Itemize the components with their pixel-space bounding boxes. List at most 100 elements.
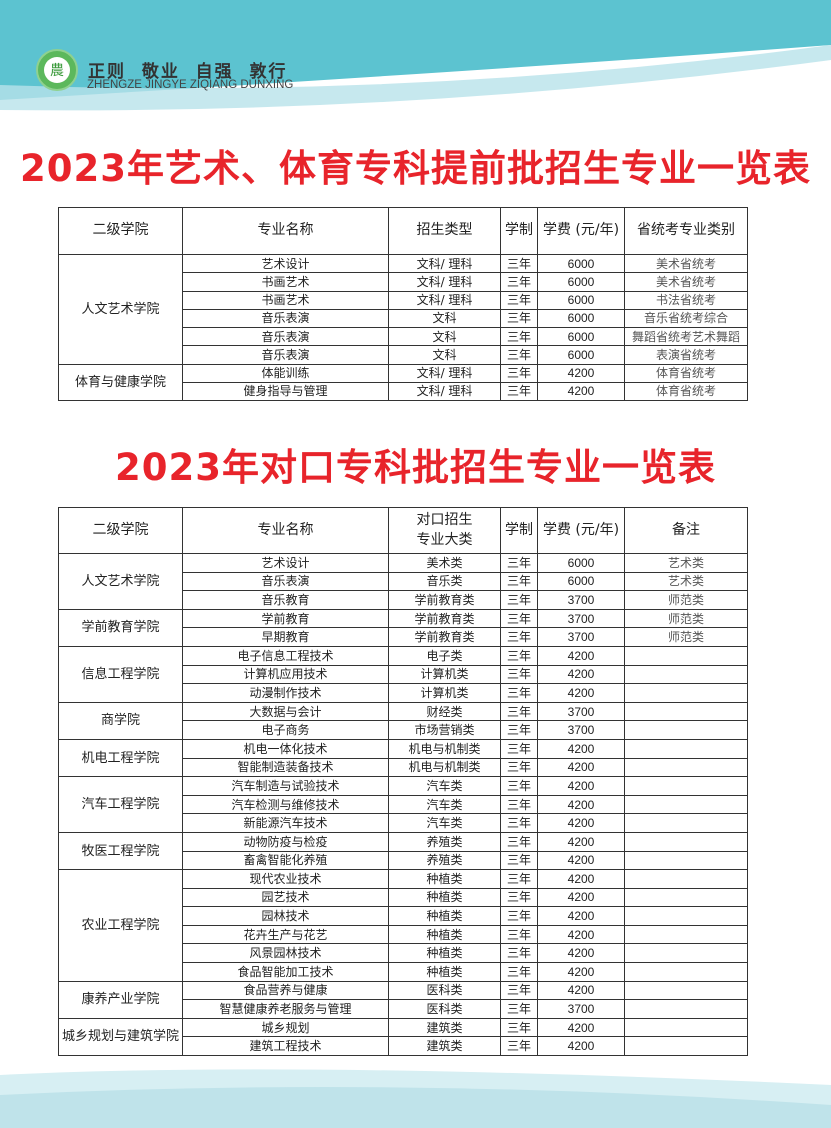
category-cell xyxy=(624,738,748,759)
category-cell xyxy=(624,869,748,889)
column-header: 专业名称 xyxy=(182,207,389,255)
tuition-cell: 6000 xyxy=(537,272,625,292)
major-name-cell: 建筑工程技术 xyxy=(182,1036,389,1057)
tuition-cell: 4200 xyxy=(537,645,625,666)
tuition-cell: 6000 xyxy=(537,326,625,347)
duration-cell: 三年 xyxy=(500,683,538,703)
column-header: 学制 xyxy=(500,507,538,554)
table-row: 商学院 大数据与会计 财经类 三年 3700 xyxy=(58,701,748,740)
admission-type-cell: 种植类 xyxy=(388,924,501,945)
category-cell: 师范类 xyxy=(624,608,748,629)
duration-cell: 三年 xyxy=(500,720,538,740)
table-row: 计算机应用技术 计算机类 三年 4200 xyxy=(59,664,748,685)
table-row: 风景园林技术 种植类 三年 4200 xyxy=(59,943,748,964)
table-row: 信息工程学院 电子信息工程技术 电子类 三年 4200 xyxy=(58,645,748,703)
admission-type-cell: 文科/ 理科 xyxy=(388,363,501,383)
admission-type-cell: 文科/ 理科 xyxy=(388,381,501,402)
admission-type-cell: 建筑类 xyxy=(388,1036,501,1057)
major-name-cell: 动物防疫与检疫 xyxy=(182,831,389,852)
category-cell: 体育省统考 xyxy=(624,381,748,402)
column-header: 招生类型 xyxy=(388,207,501,255)
category-cell xyxy=(624,794,748,815)
admission-type-cell: 文科/ 理科 xyxy=(388,253,501,274)
admission-type-cell: 文科 xyxy=(388,308,501,329)
duration-cell: 三年 xyxy=(500,831,538,852)
admission-type-cell: 种植类 xyxy=(388,906,501,926)
major-name-cell: 学前教育 xyxy=(182,608,389,629)
duration-cell: 三年 xyxy=(500,608,538,629)
table-row: 电子商务 市场营销类 三年 3700 xyxy=(59,720,748,740)
college-cell: 信息工程学院 xyxy=(58,645,183,703)
major-name-cell: 音乐表演 xyxy=(182,326,389,347)
column-header: 学制 xyxy=(500,207,538,255)
major-name-cell: 健身指导与管理 xyxy=(182,381,389,402)
table-row: 智慧健康养老服务与管理 医科类 三年 3700 xyxy=(59,999,748,1019)
tuition-cell: 4200 xyxy=(537,664,625,685)
college-cell: 城乡规划与建筑学院 xyxy=(58,1017,183,1057)
duration-cell: 三年 xyxy=(500,887,538,908)
admission-type-cell: 医科类 xyxy=(388,999,501,1019)
category-cell xyxy=(624,887,748,908)
major-name-cell: 花卉生产与花艺 xyxy=(182,924,389,945)
tuition-cell: 4200 xyxy=(537,776,625,796)
duration-cell: 三年 xyxy=(500,869,538,889)
admission-type-cell: 汽车类 xyxy=(388,794,501,815)
admission-type-cell: 财经类 xyxy=(388,701,501,722)
tuition-cell: 4200 xyxy=(537,962,625,982)
table-row: 音乐表演 文科 三年 6000 舞蹈省统考艺术舞蹈 xyxy=(59,326,748,347)
major-name-cell: 智慧健康养老服务与管理 xyxy=(182,999,389,1019)
tuition-cell: 3700 xyxy=(537,999,625,1019)
duration-cell: 三年 xyxy=(500,553,538,573)
tuition-cell: 4200 xyxy=(537,757,625,778)
table-row: 园艺技术 种植类 三年 4200 xyxy=(59,887,748,908)
major-name-cell: 园艺技术 xyxy=(182,887,389,908)
major-name-cell: 风景园林技术 xyxy=(182,943,389,964)
table-row: 人文艺术学院 艺术设计 美术类 三年 6000 艺术类 xyxy=(58,553,748,610)
admission-type-cell: 机电与机制类 xyxy=(388,757,501,778)
major-name-cell: 食品智能加工技术 xyxy=(182,962,389,982)
college-cell: 人文艺术学院 xyxy=(58,254,183,365)
category-cell: 美术省统考 xyxy=(624,272,748,292)
tuition-cell: 3700 xyxy=(537,627,625,647)
category-cell: 师范类 xyxy=(624,590,748,610)
duration-cell: 三年 xyxy=(500,627,538,647)
admission-type-cell: 电子类 xyxy=(388,645,501,666)
admission-type-cell: 计算机类 xyxy=(388,664,501,685)
major-name-cell: 机电一体化技术 xyxy=(182,738,389,759)
admission-type-cell: 市场营销类 xyxy=(388,720,501,740)
college-cell: 商学院 xyxy=(58,701,183,740)
duration-cell: 三年 xyxy=(500,381,538,402)
table-row: 汽车工程学院 汽车制造与试验技术 汽车类 三年 4200 xyxy=(58,776,748,833)
column-header: 学费 (元/年) xyxy=(537,507,625,554)
duration-cell: 三年 xyxy=(500,757,538,778)
category-cell xyxy=(624,962,748,982)
table-row: 体育与健康学院 体能训练 文科/ 理科 三年 4200 体育省统考 xyxy=(58,363,748,401)
admission-type-cell: 种植类 xyxy=(388,943,501,964)
category-cell xyxy=(624,645,748,666)
table-row: 人文艺术学院 艺术设计 文科/ 理科 三年 6000 美术省统考 xyxy=(58,253,748,365)
tuition-cell: 4200 xyxy=(537,831,625,852)
tuition-cell: 4200 xyxy=(537,363,625,383)
duration-cell: 三年 xyxy=(500,999,538,1019)
duration-cell: 三年 xyxy=(500,980,538,1001)
major-name-cell: 汽车制造与试验技术 xyxy=(182,776,389,796)
major-name-cell: 电子商务 xyxy=(182,720,389,740)
bottom-wave-dark xyxy=(0,1087,831,1128)
tuition-cell: 6000 xyxy=(537,308,625,329)
admission-type-cell: 美术类 xyxy=(388,553,501,573)
major-name-cell: 音乐教育 xyxy=(182,590,389,610)
major-name-cell: 计算机应用技术 xyxy=(182,664,389,685)
admission-type-cell: 汽车类 xyxy=(388,813,501,833)
tuition-cell: 4200 xyxy=(537,381,625,402)
table-row: 动漫制作技术 计算机类 三年 4200 xyxy=(59,683,748,703)
tuition-cell: 6000 xyxy=(537,553,625,573)
major-name-cell: 大数据与会计 xyxy=(182,701,389,722)
tuition-cell: 4200 xyxy=(537,1017,625,1038)
major-name-cell: 城乡规划 xyxy=(182,1017,389,1038)
category-cell xyxy=(624,813,748,833)
admission-type-cell: 学前教育类 xyxy=(388,590,501,610)
major-name-cell: 音乐表演 xyxy=(182,308,389,329)
admission-type-cell: 文科 xyxy=(388,326,501,347)
table-row: 城乡规划与建筑学院 城乡规划 建筑类 三年 4200 xyxy=(58,1017,748,1057)
